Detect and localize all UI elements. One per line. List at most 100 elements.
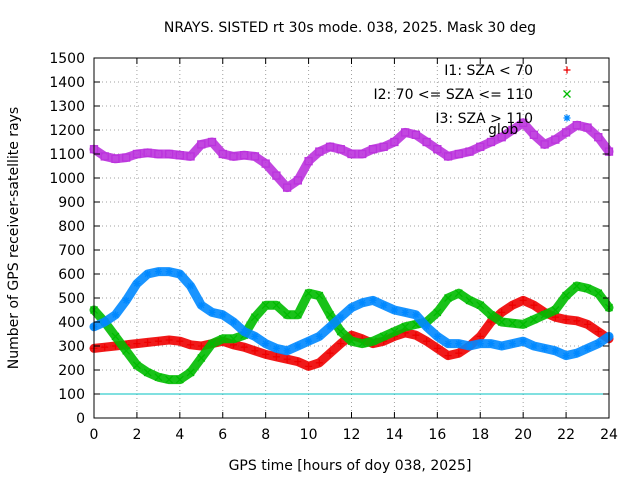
x-tick-label: 2 [132,427,141,443]
y-tick-label: 1200 [49,123,85,139]
data-point [143,368,152,377]
data-point [293,176,303,185]
data-point [466,342,474,350]
data-point [229,318,237,326]
data-point [251,347,259,355]
data-point [465,147,474,156]
legend-label: I1: SZA < 70 [444,63,533,79]
legend: I1: SZA < 70 I2: 70 <= SZA <= 110 I3: SZA … [373,63,571,127]
data-point [519,118,528,127]
data-point [486,137,496,147]
data-point [154,337,162,345]
data-point [529,315,538,324]
data-point [390,306,398,314]
data-point [326,310,335,319]
data-point [304,289,313,298]
y-axis-label: Number of GPS receiver-satellite rays [6,107,22,369]
series-i2 [89,281,614,385]
data-point [208,339,216,348]
data-point [358,339,367,348]
data-point [186,152,195,161]
x-tick-label: 6 [218,427,227,443]
data-point [207,137,217,147]
data-point [390,327,399,336]
data-point [583,123,592,132]
data-point [154,149,163,159]
x-tick-label: 8 [261,427,270,443]
data-point [218,334,227,343]
data-point [315,332,323,340]
data-point [197,342,205,350]
y-tick-label: 900 [58,195,85,211]
data-point [443,152,453,161]
data-point [101,343,109,351]
y-tick-label: 400 [58,315,85,331]
x-tick-label: 10 [300,427,318,443]
data-point [594,340,602,348]
data-point [251,332,259,340]
data-point [529,130,539,139]
data-point [282,183,292,192]
data-point [423,337,431,345]
data-point [144,338,152,346]
data-point [530,301,538,309]
data-point [122,346,131,355]
data-point [454,289,463,298]
data-point [315,359,323,367]
data-point [584,344,592,352]
y-tick-label: 700 [58,243,85,259]
data-point [304,157,313,166]
data-point [197,354,206,362]
data-point [519,320,528,329]
data-point [358,149,367,159]
data-point [422,137,431,147]
legend-label: I3: SZA > 110 [435,111,533,127]
data-point [594,289,603,298]
data-point [165,336,173,344]
data-point [187,282,195,290]
data-point [379,332,388,341]
data-point [508,301,516,309]
data-point [337,313,345,321]
data-point [412,331,420,339]
data-point [551,306,560,314]
data-point [369,296,377,304]
data-point [594,133,603,142]
y-tick-label: 100 [58,387,85,403]
data-point [594,328,602,336]
series-glob [89,118,614,193]
legend-marker [563,66,571,74]
data-point [530,342,538,350]
data-point [444,294,453,302]
data-point [283,347,291,355]
data-point [219,311,227,319]
y-tick-label: 1500 [49,51,85,67]
data-point [122,296,130,304]
data-point [401,322,410,331]
data-point [358,299,366,307]
data-point [197,301,205,309]
data-point [368,145,378,154]
data-point [572,121,581,130]
data-point [401,308,409,316]
data-point [551,347,559,355]
data-point [240,328,248,336]
data-point [487,310,495,319]
data-point [165,375,174,384]
y-tick-label: 0 [76,411,85,427]
data-point [540,140,549,149]
data-point [348,304,355,312]
data-point [293,310,302,319]
y-tick-label: 300 [58,339,85,355]
data-point [132,149,142,159]
data-point [283,355,291,363]
data-point [572,282,581,290]
data-point [562,316,570,324]
legend-label: I2: 70 <= SZA <= 110 [373,87,533,103]
data-point [164,149,174,159]
data-point [444,340,452,348]
data-point [294,342,302,350]
data-point [444,352,452,360]
data-point [541,344,549,352]
data-point [433,344,441,352]
